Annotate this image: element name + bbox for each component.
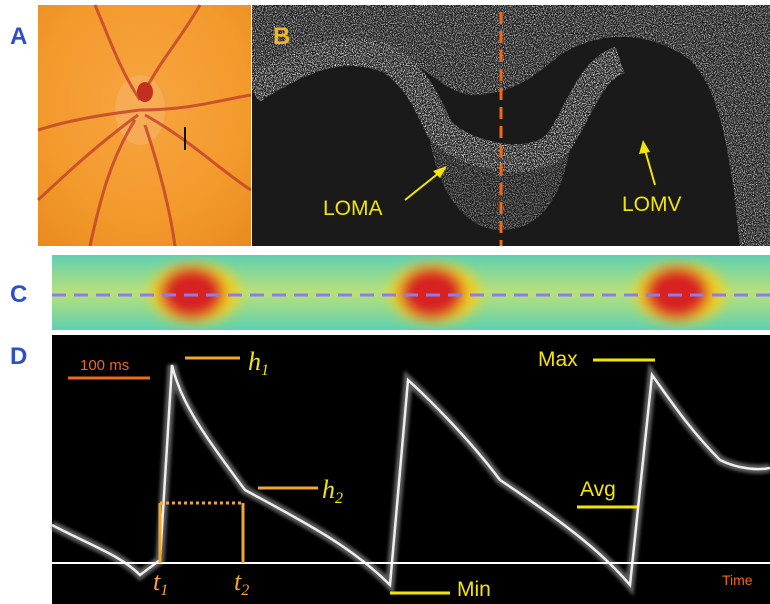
marker-label: Min <box>457 578 491 601</box>
panel-label: A <box>10 23 27 50</box>
annotation: LOMV <box>622 193 682 216</box>
doppler-image <box>52 255 770 330</box>
panel-label: D <box>10 343 27 370</box>
marker-label: Max <box>538 348 578 371</box>
axis-label: Time <box>722 572 753 588</box>
fundus-image <box>38 5 251 246</box>
annotation: LOMA <box>323 197 383 220</box>
panel-label: C <box>10 281 27 308</box>
scale-bar-label: 100 ms <box>80 357 129 374</box>
spectrogram <box>52 335 770 604</box>
marker-label: Avg <box>580 478 616 501</box>
panel-label: B <box>273 23 290 50</box>
figure: A B LOMA LOMV C D 100 ms h1 h2 Max A <box>0 0 770 604</box>
